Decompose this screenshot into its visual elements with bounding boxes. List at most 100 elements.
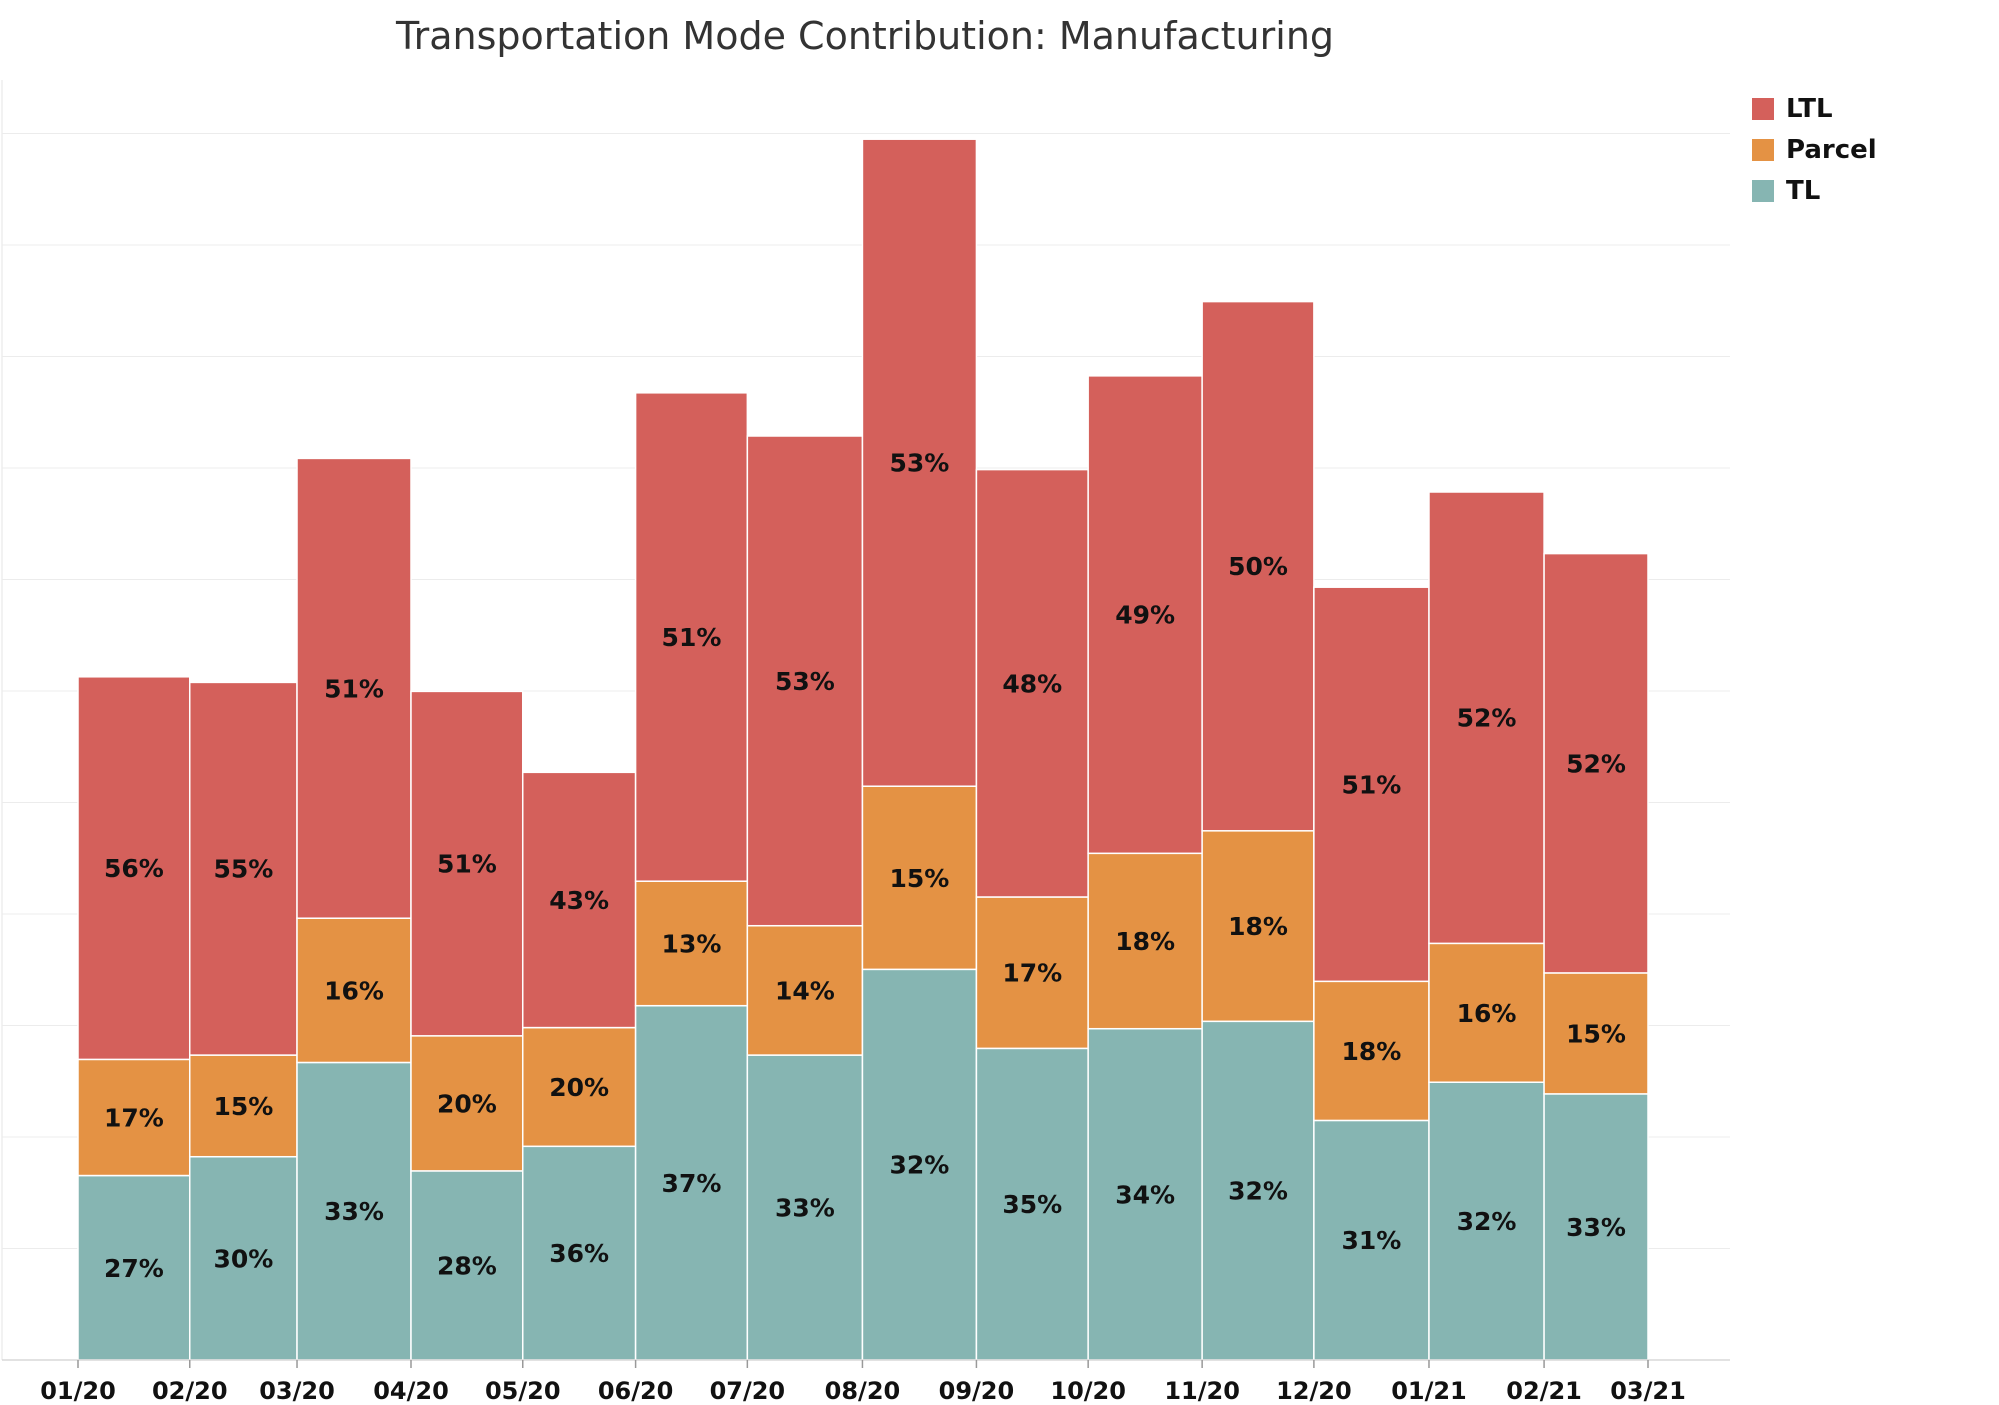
bar-segment-parcel <box>77 1058 191 1177</box>
legend-label-ltl: LTL <box>1786 93 1833 124</box>
data-label-ltl: 53% <box>775 667 835 696</box>
x-tick-label: 07/20 <box>710 1377 786 1405</box>
bar-segment-parcel <box>521 1026 637 1148</box>
bar-segment-parcel <box>1201 830 1315 1023</box>
data-label-ltl: 52% <box>1457 704 1517 733</box>
bar-segment-ltl <box>975 468 1089 898</box>
data-label-tl: 36% <box>549 1239 609 1268</box>
bar-segment-parcel <box>188 1054 298 1158</box>
data-label-ltl: 48% <box>1002 669 1062 698</box>
data-label-parcel: 18% <box>1115 927 1175 956</box>
bar-segment-ltl <box>1313 586 1430 983</box>
data-label-ltl: 52% <box>1566 749 1626 778</box>
data-label-ltl: 56% <box>104 854 164 883</box>
bar-segment-ltl <box>1201 300 1315 832</box>
bar-segment-ltl <box>1087 375 1203 855</box>
bar-segment-ltl <box>634 392 749 882</box>
data-label-tl: 37% <box>662 1169 722 1198</box>
bar-segment-tl <box>746 1054 864 1361</box>
data-label-parcel: 20% <box>437 1089 497 1118</box>
legend-label-parcel: Parcel <box>1786 134 1877 165</box>
data-label-parcel: 15% <box>890 864 950 893</box>
bar-segment-tl <box>1543 1093 1649 1361</box>
data-label-ltl: 51% <box>1342 770 1402 799</box>
data-label-tl: 31% <box>1342 1226 1402 1255</box>
bar-segment-parcel <box>1543 972 1649 1095</box>
legend-item-parcel[interactable]: Parcel <box>1752 129 1877 170</box>
bar-segment-tl <box>634 1004 749 1361</box>
bar-segment-parcel <box>975 896 1089 1050</box>
data-label-parcel: 17% <box>104 1103 164 1132</box>
legend: LTL Parcel TL <box>1752 88 1877 211</box>
data-label-parcel: 15% <box>1566 1019 1626 1048</box>
data-label-parcel: 13% <box>662 929 722 958</box>
x-tick-label: 09/20 <box>939 1377 1015 1405</box>
legend-swatch-parcel <box>1752 138 1774 161</box>
bar-segment-tl <box>77 1174 191 1361</box>
data-label-tl: 35% <box>1002 1190 1062 1219</box>
x-tick-label: 04/20 <box>373 1377 449 1405</box>
bar-segment-parcel <box>746 924 864 1056</box>
data-label-tl: 27% <box>104 1254 164 1283</box>
data-label-tl: 30% <box>213 1244 273 1273</box>
data-label-tl: 33% <box>775 1194 835 1223</box>
x-tick-label: 01/20 <box>40 1377 116 1405</box>
legend-label-tl: TL <box>1786 175 1821 206</box>
chart-title: Transportation Mode Contribution: Manufa… <box>395 14 1335 58</box>
x-tick-label: 02/20 <box>152 1377 228 1405</box>
bar-segment-tl <box>188 1155 298 1361</box>
bar-segment-ltl <box>77 676 191 1061</box>
data-label-tl: 34% <box>1115 1180 1175 1209</box>
data-label-ltl: 55% <box>213 855 273 884</box>
bar-segment-ltl <box>188 681 298 1056</box>
x-tick-label: 01/21 <box>1391 1377 1467 1405</box>
bar-segment-parcel <box>1313 980 1430 1122</box>
bar-segment-parcel <box>296 917 412 1064</box>
bar-segment-parcel <box>410 1035 524 1172</box>
x-tick-label: 05/20 <box>485 1377 561 1405</box>
x-tick-label: 08/20 <box>825 1377 901 1405</box>
bar-segment-tl <box>1087 1027 1203 1361</box>
x-tick-label: 06/20 <box>598 1377 674 1405</box>
bar-segment-ltl <box>1543 552 1649 974</box>
bar-segment-ltl <box>410 690 524 1037</box>
data-label-ltl: 51% <box>662 623 722 652</box>
x-tick-label: 02/21 <box>1506 1377 1582 1405</box>
data-label-ltl: 51% <box>437 850 497 879</box>
x-tick-label: 03/20 <box>259 1377 335 1405</box>
x-tick-label: 10/20 <box>1050 1377 1126 1405</box>
bar-segment-tl <box>296 1061 412 1361</box>
legend-swatch-ltl <box>1752 97 1774 120</box>
bar-segment-ltl <box>521 771 637 1029</box>
data-label-ltl: 51% <box>324 674 384 703</box>
bar-segment-tl <box>1201 1020 1315 1361</box>
bar-segment-tl <box>861 968 978 1361</box>
data-label-tl: 32% <box>890 1151 950 1180</box>
bar-segment-ltl <box>1428 491 1545 945</box>
bar-segment-ltl <box>861 138 978 787</box>
legend-item-ltl[interactable]: LTL <box>1752 88 1877 129</box>
bar-segment-ltl <box>746 435 864 927</box>
data-label-tl: 28% <box>437 1251 497 1280</box>
data-label-tl: 33% <box>1566 1213 1626 1242</box>
data-label-parcel: 14% <box>775 976 835 1005</box>
data-label-ltl: 50% <box>1228 552 1288 581</box>
data-label-tl: 33% <box>324 1197 384 1226</box>
data-label-parcel: 18% <box>1228 912 1288 941</box>
data-label-tl: 32% <box>1228 1177 1288 1206</box>
data-label-parcel: 16% <box>1457 999 1517 1028</box>
x-tick-label: 12/20 <box>1276 1377 1352 1405</box>
data-label-ltl: 53% <box>890 449 950 478</box>
bar-segment-parcel <box>634 880 749 1007</box>
bar-segment-ltl <box>296 457 412 919</box>
bar-segment-parcel <box>861 785 978 971</box>
data-label-parcel: 18% <box>1342 1037 1402 1066</box>
data-label-parcel: 16% <box>324 976 384 1005</box>
x-tick-label: 03/21 <box>1610 1377 1686 1405</box>
legend-item-tl[interactable]: TL <box>1752 170 1877 211</box>
data-label-parcel: 20% <box>549 1073 609 1102</box>
bar-segment-tl <box>410 1170 524 1361</box>
legend-swatch-tl <box>1752 179 1774 202</box>
data-label-tl: 32% <box>1457 1207 1517 1236</box>
